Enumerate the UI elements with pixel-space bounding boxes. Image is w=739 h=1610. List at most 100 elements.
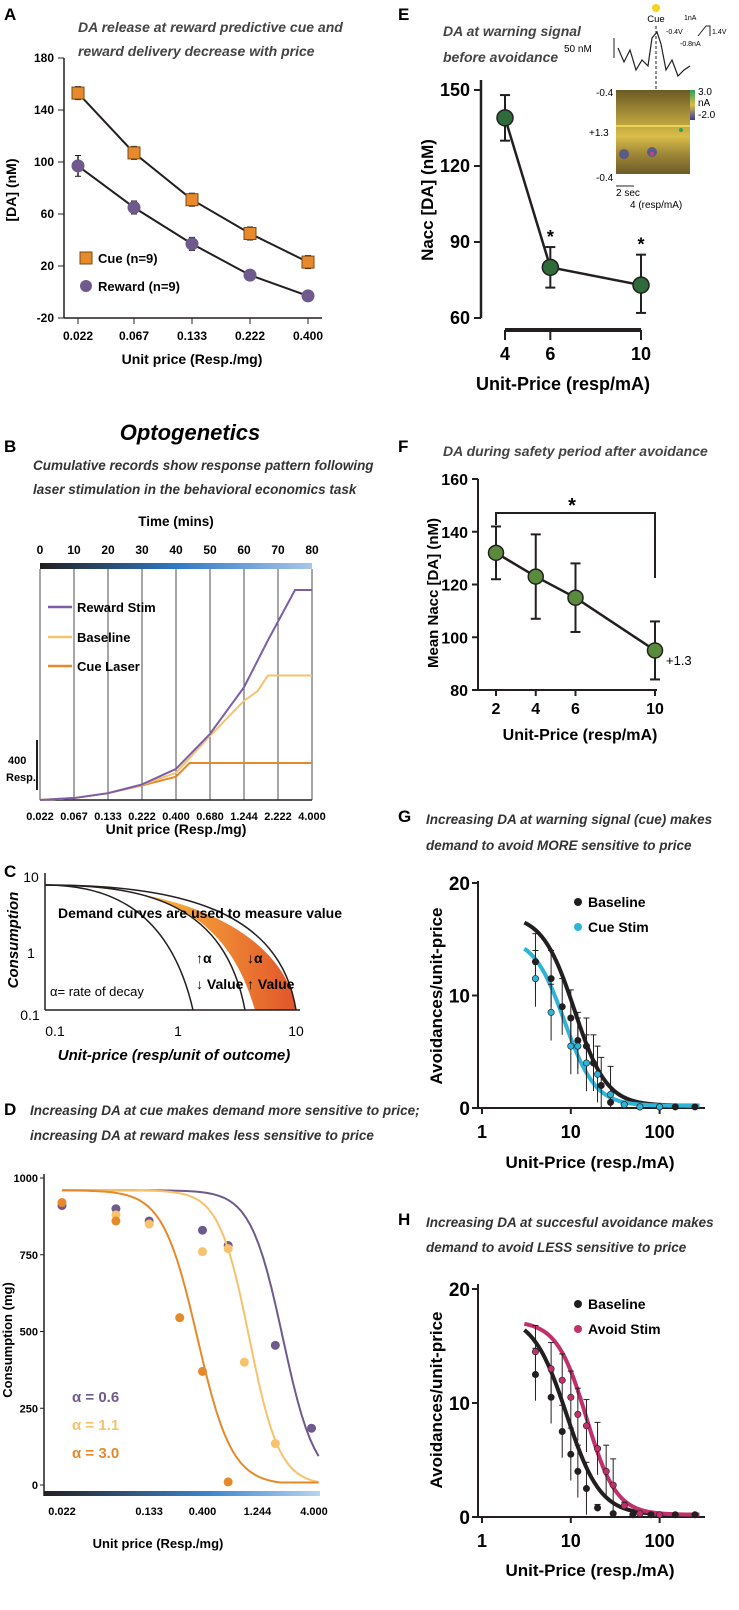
G-point (620, 1101, 628, 1109)
panel-a-axes (63, 58, 322, 319)
panel-f-letter: F (398, 437, 408, 456)
H-point (582, 1485, 590, 1493)
panel-e-inset: Cue 50 nM 1nA -0.4V 1.4V -0.8nA 3.0 nA -… (564, 4, 727, 211)
xtick-label: 4 (500, 344, 510, 364)
H-point (582, 1422, 590, 1430)
inset-scale: 50 nM (564, 44, 592, 55)
ytick-label: 60 (450, 308, 470, 328)
ytick-label: 180 (34, 51, 54, 65)
inset-heatmap (616, 90, 690, 174)
panel-e-ylabel: Nacc [DA] (nM) (418, 139, 437, 261)
ytick-label: -20 (37, 311, 55, 325)
legend-g-cue-stim: Cue Stim (588, 919, 649, 935)
H-point (647, 1511, 655, 1519)
xtick-label: 10 (646, 701, 664, 718)
H-point (691, 1511, 699, 1519)
data-point (223, 1477, 233, 1487)
ytick-label: 140 (441, 525, 468, 542)
reward-point (71, 159, 85, 173)
ytick-label: 20 (41, 259, 55, 273)
H-point (629, 1511, 637, 1519)
panel-g-letter: G (398, 807, 411, 826)
panel-e-xticks: 4 6 10 (500, 330, 651, 364)
cue-point (185, 193, 199, 207)
panel-f-yticks: 160 140 120 100 80 (441, 472, 478, 700)
da-point (632, 276, 650, 294)
cue-point (71, 86, 85, 100)
panel-f-ylabel: Mean Nacc [DA] (nM) (425, 518, 442, 668)
panel-c-ytick-0-1: 0.1 (20, 1007, 40, 1023)
legend-g-cue-swatch (574, 923, 582, 931)
xtick-label: 0.067 (119, 329, 149, 343)
ytick-label: 0 (32, 1480, 38, 1492)
cue-point (301, 255, 315, 269)
mean-da-point (487, 544, 505, 562)
inset-cue-burst-icon (652, 4, 660, 12)
ytick-label: 150 (440, 80, 470, 100)
panel-d-marks (57, 1189, 320, 1487)
G-point (547, 975, 555, 983)
data-point (197, 1225, 207, 1235)
ytick-label: 0 (459, 1508, 470, 1529)
inset-v4: -0.8nA (680, 41, 701, 48)
ytick-label: 160 (441, 472, 468, 489)
panel-e-yticks: 150 120 90 60 (440, 80, 481, 328)
H-point (671, 1511, 679, 1519)
xtick-label: 2 (492, 701, 501, 718)
panel-a-yticks: 180 140 100 60 20 -20 (34, 51, 64, 325)
panel-d: D Increasing DA at cue makes demand more… (0, 1100, 420, 1551)
panel-c-ytick-1: 1 (27, 945, 35, 961)
panel-b-heading: Optogenetics (120, 420, 261, 445)
panel-d-title-2: increasing DA at reward makes less sensi… (30, 1128, 374, 1143)
G-point (531, 975, 539, 983)
stim-fit-curve (523, 947, 700, 1108)
inset-y-bot: -0.4 (596, 173, 614, 184)
panel-f: F DA during safety period after avoidanc… (398, 437, 708, 744)
price-tick-label: 0.067 (60, 811, 88, 823)
panel-g-marks (523, 920, 700, 1111)
reward-point (243, 268, 257, 282)
panel-d-letter: D (4, 1100, 16, 1119)
legend-cue-laser: Cue Laser (77, 659, 140, 674)
xtick-label: 0.133 (177, 329, 207, 343)
panel-b-xlabel: Unit price (Resp./mg) (106, 821, 247, 837)
H-point (656, 1511, 664, 1519)
panel-b-top-axis-label: Time (mins) (138, 514, 214, 529)
mean-da-point (567, 589, 584, 606)
ytick-label: 90 (450, 232, 470, 252)
inset-v2: -0.4V (666, 29, 683, 36)
reward-point (185, 237, 199, 251)
panel-e: E DA at warning signal before avoidance … (398, 4, 727, 394)
ytick-label: 500 (20, 1327, 38, 1339)
legend-h-avoid-stim: Avoid Stim (588, 1321, 661, 1337)
panel-c-mid-up: ↑α (196, 950, 212, 966)
panel-h-marks (523, 1321, 700, 1519)
inset-y-top: -0.4 (596, 88, 614, 99)
panel-g-xlabel: Unit-Price (resp./mA) (505, 1153, 674, 1172)
panel-c-right-down: ↑ Value (247, 976, 295, 992)
H-point (567, 1450, 575, 1458)
ytick-label: 1000 (14, 1173, 38, 1185)
price-tick-label: 2.222 (264, 811, 292, 823)
legend-reward: Reward (n=9) (98, 279, 180, 294)
xtick-label: 1.244 (244, 1506, 272, 1518)
panel-c-ytick-10: 10 (23, 869, 39, 885)
ytick-label: 250 (20, 1403, 38, 1415)
G-point (558, 1003, 566, 1011)
panel-c-title: Demand curves are used to measure value (58, 905, 342, 921)
legend-alpha-3-0: α = 3.0 (72, 1445, 119, 1462)
panel-c-right-up: ↓α (247, 950, 263, 966)
panel-a-title-1: DA release at reward predictive cue and (78, 19, 343, 35)
reward-point (127, 201, 141, 214)
panel-f-star: * (568, 495, 576, 517)
H-point (567, 1393, 575, 1401)
inset-cue-label: Cue (647, 14, 664, 25)
legend-h-baseline: Baseline (588, 1296, 646, 1312)
H-point (594, 1504, 602, 1512)
H-point (609, 1481, 617, 1489)
panel-b-letter: B (4, 437, 16, 456)
panel-h-ylabel: Avoidances/unit-price (427, 1312, 446, 1489)
panel-f-marks (487, 525, 664, 681)
inset-trace (617, 30, 691, 78)
ytick-label: 20 (449, 874, 470, 895)
